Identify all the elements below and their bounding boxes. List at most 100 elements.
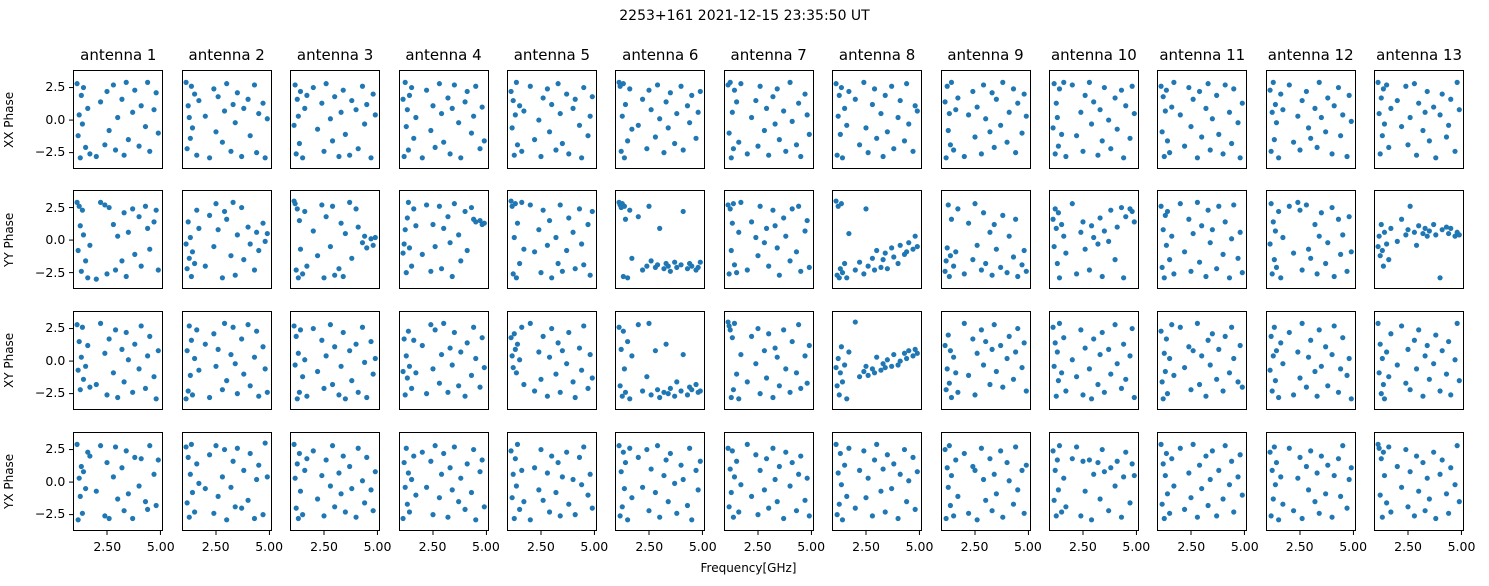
data-point <box>85 275 91 281</box>
data-point <box>464 247 470 254</box>
data-point <box>1227 275 1233 281</box>
data-point <box>1197 381 1203 387</box>
data-point <box>566 215 572 221</box>
data-point <box>1269 467 1275 473</box>
data-point <box>457 154 463 160</box>
data-point <box>1069 201 1075 207</box>
data-point <box>234 232 240 238</box>
data-point <box>1339 232 1346 238</box>
data-point <box>406 363 412 369</box>
data-point <box>693 135 699 141</box>
data-point <box>132 251 138 257</box>
data-point <box>1331 273 1337 280</box>
data-point <box>640 387 646 394</box>
data-point <box>412 114 418 120</box>
data-point <box>293 333 299 339</box>
data-point <box>332 272 338 278</box>
data-point <box>635 214 642 220</box>
data-point <box>202 341 208 347</box>
data-point <box>772 344 778 351</box>
scatter-panel <box>290 310 381 410</box>
data-point <box>98 98 104 104</box>
scatter-panel <box>1157 69 1248 169</box>
data-point <box>857 259 863 265</box>
data-point <box>1403 232 1409 238</box>
data-point <box>302 105 308 111</box>
data-point <box>1416 326 1422 332</box>
data-point <box>1169 321 1175 327</box>
data-point <box>1379 247 1386 254</box>
data-point <box>123 273 130 280</box>
data-point <box>1318 114 1324 120</box>
data-point <box>300 271 306 277</box>
data-point <box>1073 373 1080 379</box>
data-point <box>655 442 661 448</box>
data-point <box>255 462 262 468</box>
data-point <box>74 199 80 205</box>
data-point <box>657 394 663 400</box>
data-point <box>187 372 193 378</box>
data-point <box>251 515 257 521</box>
data-point <box>1339 334 1346 340</box>
data-point <box>969 335 975 342</box>
data-point <box>622 203 628 209</box>
data-point <box>1050 216 1056 222</box>
data-point <box>980 361 986 368</box>
data-point <box>461 208 468 215</box>
data-point <box>623 101 629 107</box>
data-point <box>372 355 378 361</box>
data-point <box>74 441 80 447</box>
data-point <box>1448 225 1454 231</box>
data-point <box>954 206 960 212</box>
data-point <box>195 97 202 103</box>
data-point <box>730 201 736 207</box>
data-point <box>1414 242 1420 248</box>
data-point <box>1316 326 1322 332</box>
data-point <box>538 153 544 159</box>
data-point <box>296 140 303 146</box>
data-point <box>980 81 986 88</box>
data-point <box>403 270 409 276</box>
data-point <box>1407 114 1413 120</box>
data-point <box>1163 212 1169 218</box>
data-point <box>401 459 407 465</box>
data-point <box>438 110 444 116</box>
data-point <box>419 449 425 455</box>
data-point <box>330 203 336 209</box>
data-point <box>1123 214 1129 220</box>
data-point <box>511 234 517 241</box>
data-point <box>1312 221 1318 228</box>
data-point <box>1399 123 1405 129</box>
data-point <box>874 441 880 447</box>
data-point <box>842 462 848 468</box>
data-point <box>338 363 344 369</box>
data-point <box>546 354 553 360</box>
data-point <box>1229 236 1235 242</box>
data-point <box>1439 457 1445 463</box>
data-point <box>589 505 595 511</box>
data-point <box>296 217 303 224</box>
y-tick-label: −2.5 <box>34 144 66 160</box>
data-point <box>1190 347 1197 353</box>
scatter-panel <box>615 190 706 289</box>
data-point <box>403 445 409 451</box>
data-point <box>1405 227 1411 233</box>
scatter-panel <box>1048 310 1139 410</box>
data-point <box>572 394 578 400</box>
data-point <box>153 207 160 213</box>
data-point <box>946 110 952 116</box>
data-point <box>461 98 468 104</box>
data-point <box>1384 81 1390 88</box>
data-point <box>83 485 89 491</box>
data-point <box>1344 505 1350 511</box>
data-point <box>839 516 846 523</box>
data-point <box>1422 109 1428 115</box>
data-point <box>215 227 221 233</box>
scatter-panel <box>181 431 272 535</box>
scatter-panel <box>181 190 272 289</box>
data-point <box>726 503 732 510</box>
data-point <box>1055 143 1061 149</box>
data-point <box>581 444 587 450</box>
data-point <box>622 365 628 371</box>
data-point <box>1088 120 1095 127</box>
